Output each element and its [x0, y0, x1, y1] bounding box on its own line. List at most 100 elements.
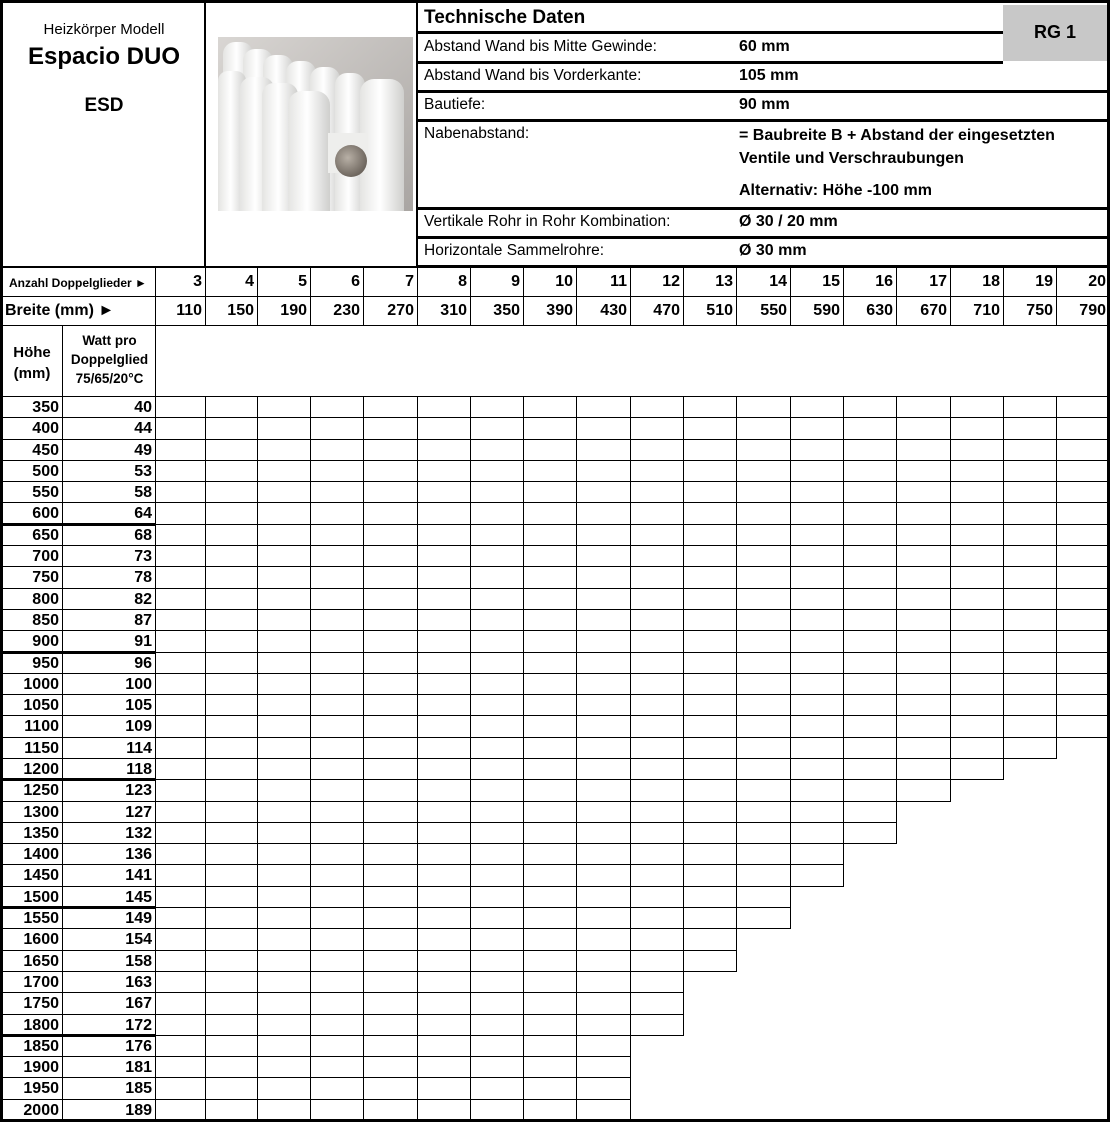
value-cell [1003, 588, 1057, 610]
value-cell [205, 694, 258, 716]
value-cell [683, 545, 737, 567]
height-cell: 1750 [0, 992, 63, 1015]
value-cell [417, 950, 471, 972]
value-cell [576, 417, 631, 440]
value-cell [1003, 502, 1057, 525]
value-cell [896, 779, 951, 802]
watt-cell: 167 [62, 992, 156, 1015]
value-cell [576, 1014, 631, 1036]
value-cell [205, 1056, 258, 1078]
value-cell [950, 481, 1004, 503]
value-cell [790, 737, 844, 759]
watt-value: 114 [126, 740, 152, 757]
value-cell [363, 907, 418, 929]
value-cell [1056, 694, 1110, 716]
watt-value: 163 [125, 974, 152, 991]
value-cell [417, 630, 471, 653]
value-cell [257, 801, 311, 823]
value-cell [683, 801, 737, 823]
watt-cell: 64 [62, 502, 156, 525]
value-cell [896, 652, 951, 674]
value-cell [205, 928, 258, 951]
value-cell [205, 1077, 258, 1100]
value-cell [363, 673, 418, 695]
value-cell [576, 801, 631, 823]
value-cell [950, 694, 1004, 716]
value-cell [310, 524, 364, 546]
value-cell [736, 502, 791, 525]
value-cell [896, 737, 951, 759]
value-cell [523, 673, 577, 695]
height-cell: 700 [0, 545, 63, 567]
value-cell [896, 481, 951, 503]
value-cell [790, 460, 844, 482]
value-cell [896, 524, 951, 546]
value-cell [470, 481, 524, 503]
segment-count: 8 [458, 273, 467, 290]
value-cell [310, 758, 364, 780]
value-cell [576, 843, 631, 865]
count-label-cell: Anzahl Doppelglieder ► [0, 267, 156, 297]
value-cell [363, 971, 418, 993]
value-cell [363, 1014, 418, 1036]
value-cell [950, 630, 1004, 653]
value-cell [155, 1014, 206, 1036]
value-cell [576, 460, 631, 482]
value-cell [843, 460, 897, 482]
value-cell [155, 928, 206, 951]
value-cell [523, 1099, 577, 1121]
height-value: 1350 [23, 825, 59, 842]
value-cell [1003, 737, 1057, 759]
value-cell [205, 737, 258, 759]
height-value: 2000 [23, 1102, 59, 1119]
value-cell [417, 1014, 471, 1036]
value-cell [843, 481, 897, 503]
value-cell [523, 843, 577, 865]
value-cell [843, 630, 897, 653]
watt-cell: 163 [62, 971, 156, 993]
value-cell [523, 950, 577, 972]
value-cell [470, 609, 524, 631]
value-cell [523, 1035, 577, 1057]
value-cell [417, 673, 471, 695]
value-cell [523, 439, 577, 461]
watt-cell: 73 [62, 545, 156, 567]
value-cell [470, 992, 524, 1015]
value-cell [683, 843, 737, 865]
value-cell [523, 822, 577, 844]
height-value: 1550 [23, 910, 59, 927]
value-cell [630, 588, 684, 610]
value-cell [630, 630, 684, 653]
value-cell [896, 460, 951, 482]
value-cell [630, 992, 684, 1015]
value-cell [576, 396, 631, 418]
value-cell [470, 694, 524, 716]
watt-value: 109 [125, 718, 152, 735]
count-cell: 14 [736, 267, 791, 297]
height-value: 450 [32, 442, 59, 459]
value-cell [310, 737, 364, 759]
value-cell [257, 971, 311, 993]
value-cell [683, 460, 737, 482]
watt-value: 96 [134, 655, 152, 672]
value-cell [950, 396, 1004, 418]
value-cell [310, 502, 364, 525]
value-cell [310, 588, 364, 610]
value-cell [470, 1035, 524, 1057]
value-cell [896, 396, 951, 418]
value-cell [310, 694, 364, 716]
value-cell [1056, 673, 1110, 695]
height-cell: 400 [0, 417, 63, 440]
value-cell [1056, 566, 1110, 589]
value-cell [155, 460, 206, 482]
value-cell [736, 673, 791, 695]
height-value: 1450 [23, 867, 59, 884]
value-cell [736, 694, 791, 716]
height-cell: 850 [0, 609, 63, 631]
value-cell [470, 1014, 524, 1036]
value-cell [257, 630, 311, 653]
value-cell [417, 758, 471, 780]
value-cell [470, 758, 524, 780]
segment-count: 3 [193, 273, 202, 290]
height-cell: 1400 [0, 843, 63, 865]
